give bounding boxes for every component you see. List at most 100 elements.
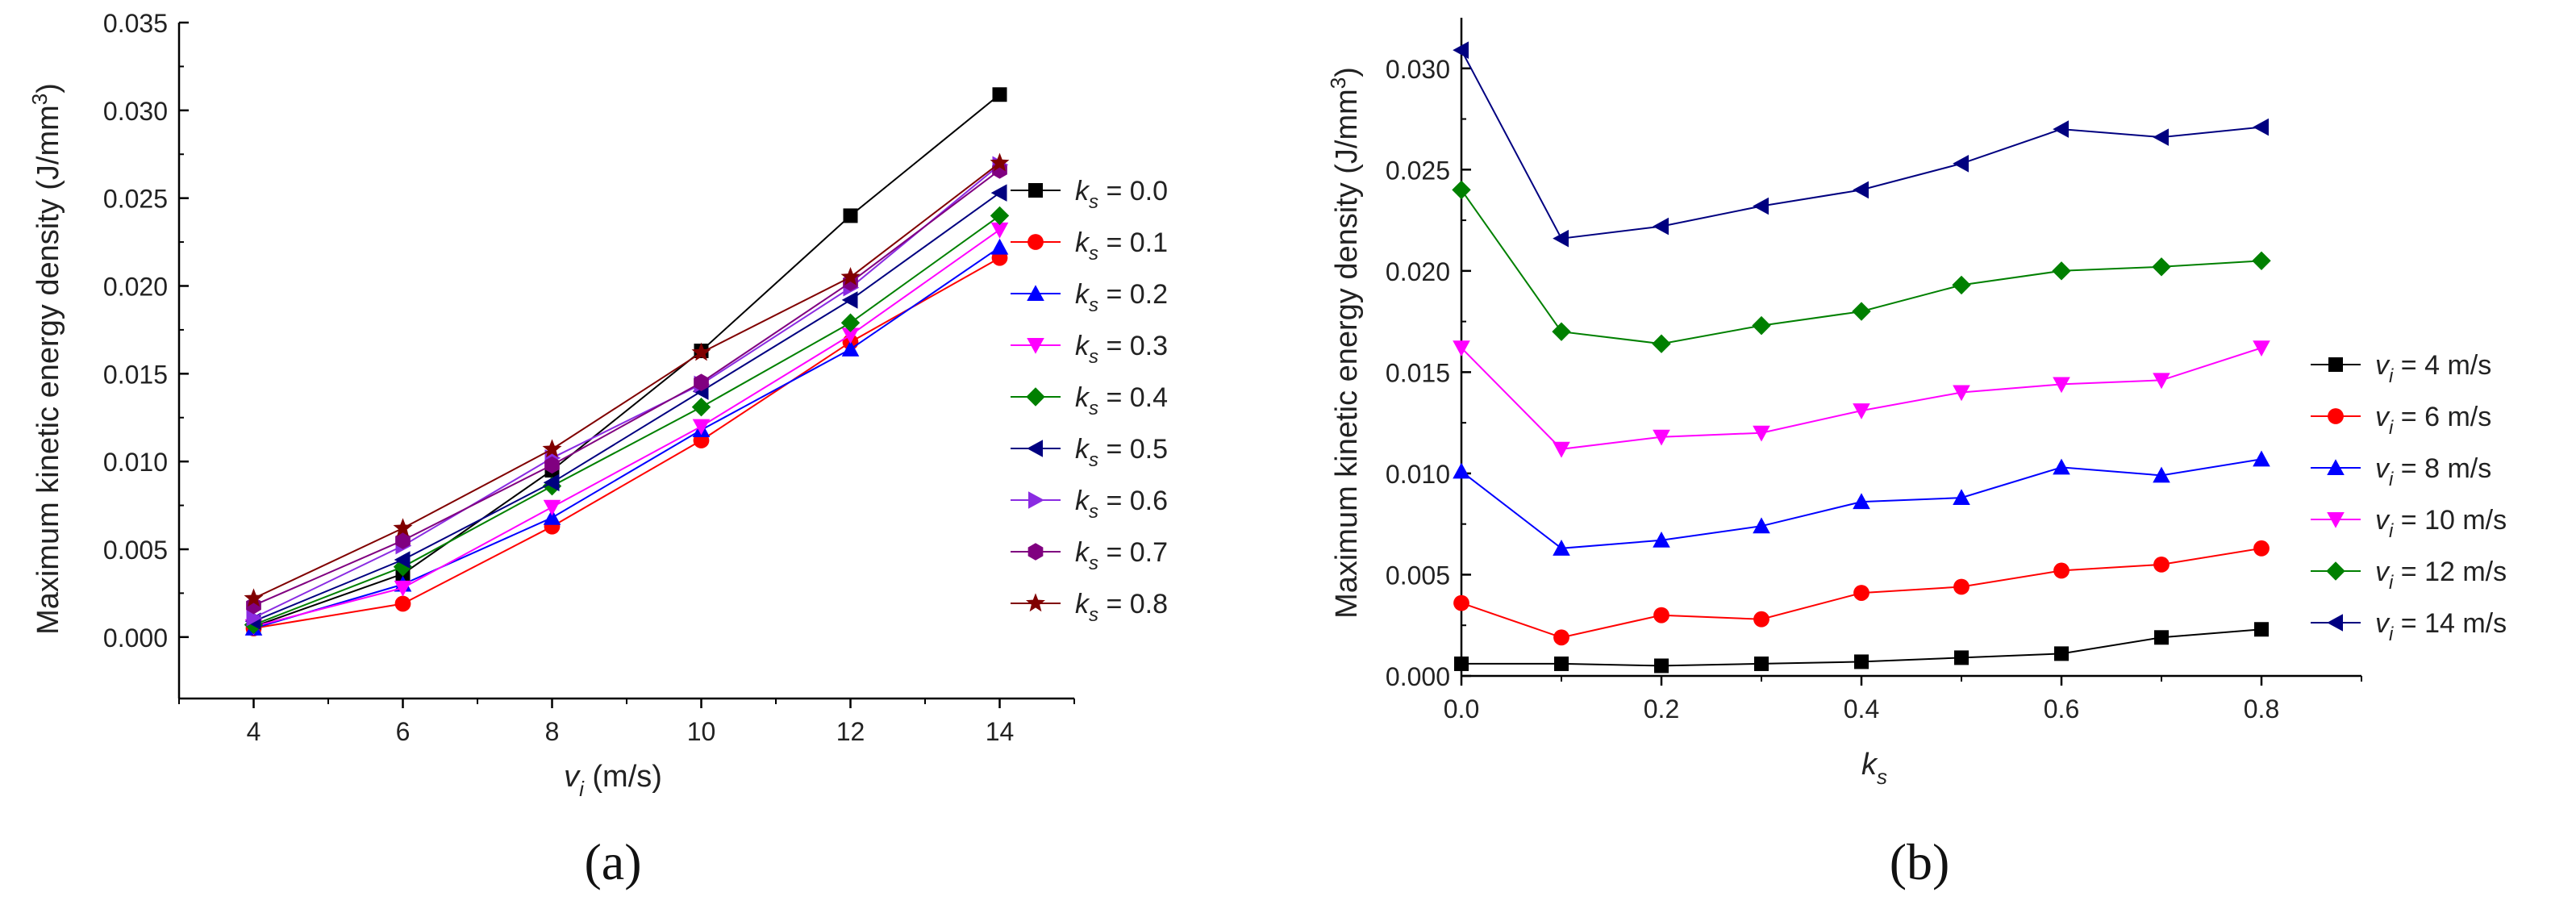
data-point bbox=[246, 609, 263, 627]
data-point bbox=[1554, 656, 1569, 671]
data-point bbox=[1454, 656, 1469, 671]
data-point bbox=[394, 595, 411, 612]
x-tick-label: 14 bbox=[986, 717, 1015, 746]
data-point bbox=[2252, 251, 2271, 270]
y-tick-label: 0.000 bbox=[103, 623, 168, 653]
data-point bbox=[843, 208, 858, 223]
series-line bbox=[253, 256, 1000, 629]
y-tick-label: 0.025 bbox=[1386, 156, 1450, 185]
data-point bbox=[542, 439, 562, 458]
y-tick-label: 0.020 bbox=[103, 272, 168, 301]
series-line bbox=[253, 94, 1001, 628]
data-point bbox=[1553, 540, 1570, 556]
data-point bbox=[543, 499, 561, 516]
data-point bbox=[1653, 607, 1669, 623]
data-point bbox=[393, 557, 413, 577]
legend-label: ks = 0.0 bbox=[1075, 176, 1168, 213]
legend-marker bbox=[1027, 338, 1044, 354]
data-point bbox=[1653, 429, 1670, 446]
data-point bbox=[2053, 562, 2070, 579]
legend-marker bbox=[2326, 561, 2345, 581]
series-line bbox=[1461, 347, 2262, 450]
data-point bbox=[544, 456, 560, 474]
data-point bbox=[2053, 458, 2070, 475]
legend-marker bbox=[1026, 387, 1045, 407]
data-point bbox=[2054, 646, 2069, 661]
panel-a-caption: (a) bbox=[584, 833, 641, 890]
series-line bbox=[253, 246, 1001, 629]
data-point bbox=[990, 238, 1009, 255]
data-point bbox=[992, 87, 1007, 102]
x-tick-label: 8 bbox=[545, 717, 560, 746]
data-point bbox=[990, 222, 1009, 239]
series-line bbox=[253, 215, 1001, 626]
data-point bbox=[1954, 650, 1969, 665]
data-point bbox=[543, 509, 561, 525]
data-point bbox=[990, 206, 1010, 226]
data-point bbox=[2153, 466, 2170, 483]
y-tick-label: 0.035 bbox=[103, 9, 168, 38]
legend-marker bbox=[2328, 357, 2343, 372]
y-tick-label: 0.010 bbox=[1386, 460, 1450, 489]
data-point bbox=[691, 342, 711, 361]
data-point bbox=[1453, 594, 1469, 611]
legend-marker bbox=[1027, 440, 1043, 457]
data-point bbox=[1452, 180, 1471, 200]
legend-label: ks = 0.8 bbox=[1075, 589, 1168, 626]
data-point bbox=[1753, 197, 1769, 215]
legend-label: vi = 6 m/s bbox=[2375, 402, 2491, 439]
series-line bbox=[253, 162, 1001, 599]
data-point bbox=[1853, 403, 1870, 419]
data-point bbox=[1853, 585, 1869, 601]
data-point bbox=[1853, 493, 1870, 510]
y-tick-label: 0.005 bbox=[1386, 561, 1450, 590]
data-point bbox=[1752, 315, 1771, 336]
y-tick-label: 0.000 bbox=[1386, 662, 1450, 691]
y-tick-label: 0.020 bbox=[1386, 257, 1450, 286]
y-tick-label: 0.030 bbox=[1386, 55, 1450, 84]
panel-b-ylabel: Maximum kinetic energy density (J/mm3) bbox=[1326, 67, 1364, 619]
series-line bbox=[253, 228, 1001, 628]
data-point bbox=[841, 340, 860, 357]
data-point bbox=[1552, 322, 1571, 341]
legend-label: ks = 0.1 bbox=[1075, 227, 1168, 265]
data-point bbox=[1453, 340, 1470, 357]
x-tick-label: 10 bbox=[687, 717, 716, 746]
data-point bbox=[1952, 275, 1971, 295]
data-point bbox=[2153, 128, 2169, 146]
legend-marker bbox=[1027, 234, 1044, 250]
data-point bbox=[1953, 489, 1970, 506]
x-tick-label: 6 bbox=[396, 717, 411, 746]
legend-label: vi = 10 m/s bbox=[2375, 505, 2507, 542]
data-point bbox=[1553, 441, 1570, 458]
legend-label: ks = 0.4 bbox=[1075, 382, 1168, 419]
data-point bbox=[2253, 118, 2269, 136]
data-point bbox=[394, 551, 411, 569]
panel-a-xlabel: vi (m/s) bbox=[564, 760, 662, 801]
legend-label: ks = 0.3 bbox=[1075, 331, 1168, 368]
series-line bbox=[253, 169, 1001, 607]
data-point bbox=[1953, 578, 1970, 595]
data-point bbox=[2254, 622, 2269, 637]
x-tick-label: 0.8 bbox=[2244, 694, 2279, 724]
legend-label: vi = 4 m/s bbox=[2375, 350, 2491, 387]
series-line bbox=[253, 192, 1001, 623]
legend-marker bbox=[1027, 285, 1044, 301]
legend-marker bbox=[2328, 408, 2344, 424]
legend-label: ks = 0.5 bbox=[1075, 434, 1168, 471]
data-point bbox=[691, 397, 711, 417]
data-point bbox=[692, 419, 711, 436]
data-point bbox=[1953, 154, 1969, 173]
x-tick-label: 0.0 bbox=[1444, 694, 1479, 724]
data-point bbox=[841, 327, 860, 344]
y-tick-label: 0.005 bbox=[103, 536, 168, 565]
data-point bbox=[395, 532, 411, 549]
legend-label: ks = 0.2 bbox=[1075, 279, 1168, 316]
data-point bbox=[1553, 629, 1569, 646]
y-tick-label: 0.030 bbox=[103, 97, 168, 126]
data-point bbox=[990, 184, 1007, 202]
legend-marker bbox=[1028, 183, 1043, 198]
data-point bbox=[543, 473, 560, 492]
data-point bbox=[2154, 630, 2169, 645]
series-line bbox=[253, 164, 1001, 619]
